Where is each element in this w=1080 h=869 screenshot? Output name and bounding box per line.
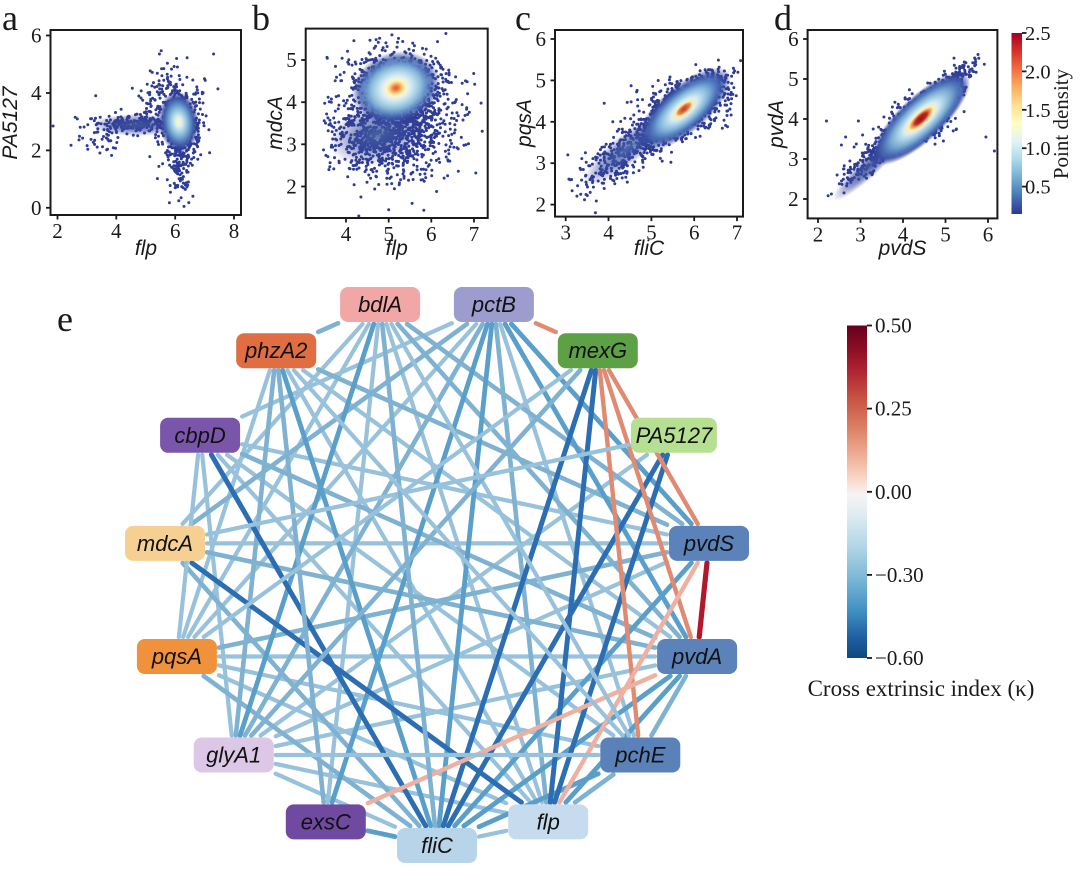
svg-text:6: 6 bbox=[170, 219, 181, 243]
svg-text:4: 4 bbox=[898, 222, 909, 246]
svg-text:2: 2 bbox=[52, 219, 63, 243]
svg-text:0.00: 0.00 bbox=[875, 480, 912, 504]
svg-text:3: 3 bbox=[536, 151, 547, 175]
svg-text:1.0: 1.0 bbox=[1025, 138, 1051, 160]
svg-text:0.50: 0.50 bbox=[875, 314, 912, 338]
svg-text:3: 3 bbox=[788, 147, 799, 171]
svg-text:5: 5 bbox=[940, 222, 951, 246]
svg-text:5: 5 bbox=[788, 67, 799, 91]
svg-text:pvdA: pvdA bbox=[671, 644, 722, 669]
svg-text:3: 3 bbox=[560, 221, 571, 245]
svg-text:4: 4 bbox=[286, 90, 297, 114]
svg-text:8: 8 bbox=[229, 219, 240, 243]
svg-text:6: 6 bbox=[536, 27, 547, 51]
svg-text:7: 7 bbox=[732, 221, 743, 245]
svg-text:−0.60: −0.60 bbox=[875, 646, 924, 670]
svg-text:pqsA: pqsA bbox=[513, 99, 536, 148]
svg-text:5: 5 bbox=[383, 222, 394, 246]
svg-text:pvdS: pvdS bbox=[683, 531, 734, 556]
svg-text:d: d bbox=[774, 0, 792, 38]
svg-text:flp: flp bbox=[537, 809, 560, 834]
svg-text:glyA1: glyA1 bbox=[206, 743, 261, 768]
svg-text:pctB: pctB bbox=[471, 292, 516, 317]
svg-text:7: 7 bbox=[469, 222, 480, 246]
svg-text:3: 3 bbox=[286, 132, 297, 156]
svg-text:pqsA: pqsA bbox=[151, 644, 202, 669]
svg-text:cbpD: cbpD bbox=[174, 423, 225, 448]
svg-text:6: 6 bbox=[31, 24, 42, 48]
svg-text:4: 4 bbox=[788, 107, 799, 131]
svg-text:fliC: fliC bbox=[634, 237, 665, 260]
svg-text:bdlA: bdlA bbox=[358, 292, 402, 317]
svg-text:−0.30: −0.30 bbox=[875, 563, 924, 587]
svg-text:Cross extrinsic index (κ): Cross extrinsic index (κ) bbox=[808, 676, 1035, 701]
svg-text:PA5127: PA5127 bbox=[636, 423, 713, 448]
svg-text:4: 4 bbox=[536, 110, 547, 134]
svg-text:pvdA: pvdA bbox=[765, 100, 788, 149]
svg-text:fliC: fliC bbox=[421, 833, 453, 858]
svg-text:5: 5 bbox=[286, 48, 297, 72]
svg-text:Point density: Point density bbox=[1049, 68, 1073, 179]
svg-text:mdcA: mdcA bbox=[264, 96, 287, 150]
svg-text:2: 2 bbox=[788, 187, 799, 211]
svg-text:6: 6 bbox=[426, 222, 437, 246]
svg-text:6: 6 bbox=[788, 27, 799, 51]
svg-text:c: c bbox=[515, 0, 531, 38]
svg-text:4: 4 bbox=[603, 221, 614, 245]
svg-text:5: 5 bbox=[646, 221, 657, 245]
svg-text:2.0: 2.0 bbox=[1025, 61, 1051, 83]
svg-text:b: b bbox=[252, 0, 270, 38]
svg-text:0: 0 bbox=[31, 196, 42, 220]
svg-text:exsC: exsC bbox=[301, 809, 351, 834]
svg-text:3: 3 bbox=[855, 222, 866, 246]
svg-text:mexG: mexG bbox=[568, 338, 627, 363]
svg-text:2: 2 bbox=[536, 193, 547, 217]
svg-text:0.5: 0.5 bbox=[1025, 177, 1051, 199]
svg-text:4: 4 bbox=[31, 81, 42, 105]
svg-text:pvdS: pvdS bbox=[878, 237, 927, 260]
svg-text:6: 6 bbox=[983, 222, 994, 246]
svg-text:phzA2: phzA2 bbox=[244, 338, 307, 363]
svg-text:flp: flp bbox=[386, 237, 408, 260]
svg-text:4: 4 bbox=[341, 222, 352, 246]
svg-text:5: 5 bbox=[536, 68, 547, 92]
svg-text:pchE: pchE bbox=[614, 743, 665, 768]
svg-text:flp: flp bbox=[135, 237, 157, 260]
svg-text:2.5: 2.5 bbox=[1025, 23, 1051, 45]
svg-text:2: 2 bbox=[286, 175, 297, 199]
svg-text:a: a bbox=[2, 0, 18, 38]
svg-text:0.25: 0.25 bbox=[875, 397, 912, 421]
svg-text:2: 2 bbox=[813, 222, 824, 246]
svg-text:4: 4 bbox=[111, 219, 122, 243]
svg-text:6: 6 bbox=[689, 221, 700, 245]
svg-text:PA5127: PA5127 bbox=[0, 85, 22, 159]
svg-text:1.5: 1.5 bbox=[1025, 100, 1051, 122]
svg-text:e: e bbox=[57, 299, 73, 339]
svg-text:mdcA: mdcA bbox=[137, 531, 193, 556]
svg-text:2: 2 bbox=[31, 138, 42, 162]
